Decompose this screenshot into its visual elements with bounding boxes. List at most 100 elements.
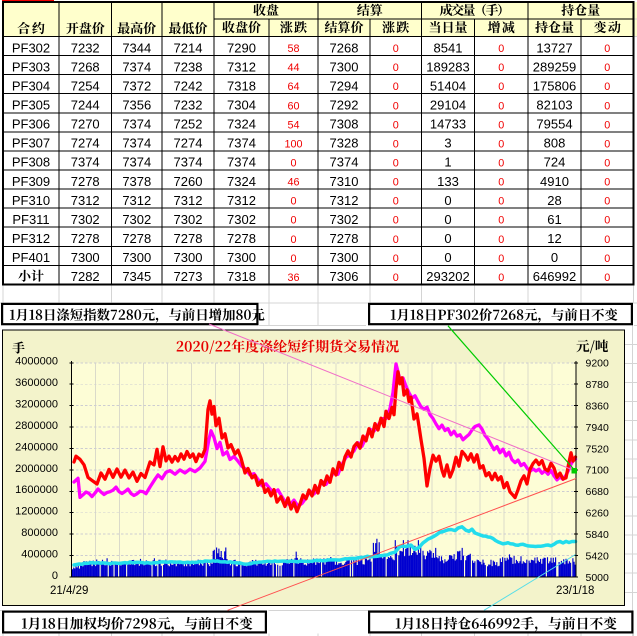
svg-text:5840: 5840 [586,529,610,541]
svg-text:7302: 7302 [122,212,151,227]
svg-text:6680: 6680 [586,486,610,498]
svg-text:133: 133 [437,174,459,189]
svg-text:7318: 7318 [227,269,256,284]
svg-text:0: 0 [393,234,399,246]
svg-text:8360: 8360 [586,400,610,412]
svg-text:0: 0 [604,43,610,55]
svg-text:7302: 7302 [227,212,256,227]
svg-text:7302: 7302 [71,212,100,227]
svg-text:1200000: 1200000 [15,506,58,518]
svg-text:0: 0 [604,196,610,208]
svg-text:PF302: PF302 [12,40,50,55]
svg-text:7306: 7306 [330,269,359,284]
svg-text:7254: 7254 [71,78,100,93]
svg-text:7300: 7300 [330,59,359,74]
svg-text:46: 46 [287,177,299,189]
svg-text:7252: 7252 [174,117,203,132]
svg-text:7304: 7304 [227,97,256,112]
svg-text:7324: 7324 [227,174,256,189]
svg-text:7300: 7300 [71,250,100,265]
svg-text:0: 0 [498,138,504,150]
svg-text:0: 0 [444,193,451,208]
svg-text:0: 0 [604,100,610,112]
svg-text:7374: 7374 [122,117,151,132]
svg-text:7268: 7268 [330,40,359,55]
svg-text:7300: 7300 [122,250,151,265]
svg-text:28: 28 [547,193,561,208]
svg-text:808: 808 [544,136,566,151]
svg-text:PF306: PF306 [12,117,50,132]
svg-text:0: 0 [498,43,504,55]
svg-text:7300: 7300 [174,250,203,265]
svg-text:0: 0 [498,253,504,265]
svg-text:7940: 7940 [586,422,610,434]
svg-text:0: 0 [498,196,504,208]
svg-text:7374: 7374 [71,155,100,170]
svg-text:7282: 7282 [71,269,100,284]
svg-text:64: 64 [287,81,299,93]
svg-text:8541: 8541 [434,40,463,55]
svg-text:7278: 7278 [71,174,100,189]
svg-text:0: 0 [604,272,610,284]
svg-text:7232: 7232 [174,97,203,112]
svg-text:7374: 7374 [122,136,151,151]
svg-text:7520: 7520 [586,443,610,455]
svg-text:7312: 7312 [330,193,359,208]
svg-text:0: 0 [498,62,504,74]
svg-text:2800000: 2800000 [15,420,58,432]
svg-text:0: 0 [498,215,504,227]
svg-text:82103: 82103 [536,97,572,112]
svg-text:5000: 5000 [586,572,610,584]
svg-text:7214: 7214 [174,40,203,55]
svg-text:7260: 7260 [174,174,203,189]
svg-text:PF309: PF309 [12,174,50,189]
svg-text:7345: 7345 [122,269,151,284]
svg-text:3200000: 3200000 [15,399,58,411]
svg-text:100: 100 [284,138,302,150]
svg-text:14733: 14733 [430,117,466,132]
svg-text:7308: 7308 [330,117,359,132]
svg-text:7278: 7278 [71,231,100,246]
svg-text:0: 0 [393,253,399,265]
svg-text:0: 0 [551,250,558,265]
svg-text:0: 0 [393,215,399,227]
svg-text:7344: 7344 [122,40,151,55]
svg-text:9200: 9200 [586,358,610,370]
svg-text:7310: 7310 [330,174,359,189]
svg-text:7278: 7278 [174,231,203,246]
svg-text:7242: 7242 [174,78,203,93]
svg-text:0: 0 [604,138,610,150]
svg-text:58: 58 [287,43,299,55]
svg-text:0: 0 [52,570,58,582]
svg-text:7273: 7273 [174,269,203,284]
svg-text:0: 0 [604,119,610,131]
svg-text:60: 60 [287,100,299,112]
svg-text:7374: 7374 [174,155,203,170]
svg-text:7274: 7274 [71,136,100,151]
svg-text:0: 0 [393,138,399,150]
svg-text:2400000: 2400000 [15,441,58,453]
svg-text:0: 0 [444,212,451,227]
svg-text:7374: 7374 [122,59,151,74]
svg-text:0: 0 [498,234,504,246]
svg-text:8780: 8780 [586,379,610,391]
svg-text:7270: 7270 [71,117,100,132]
svg-text:61: 61 [547,212,561,227]
svg-text:0: 0 [393,100,399,112]
svg-text:2000000: 2000000 [15,463,58,475]
svg-text:7328: 7328 [330,136,359,151]
svg-text:0: 0 [290,253,296,265]
svg-text:175806: 175806 [533,78,576,93]
svg-text:7374: 7374 [227,136,256,151]
svg-text:5420: 5420 [586,550,610,562]
svg-text:7372: 7372 [122,78,151,93]
svg-text:1: 1 [444,155,451,170]
svg-text:0: 0 [393,196,399,208]
svg-text:7294: 7294 [330,78,359,93]
svg-text:7100: 7100 [586,465,610,477]
svg-text:7302: 7302 [330,212,359,227]
svg-text:0: 0 [393,62,399,74]
svg-text:36: 36 [287,272,299,284]
svg-text:PF307: PF307 [12,136,50,151]
svg-text:0: 0 [498,81,504,93]
